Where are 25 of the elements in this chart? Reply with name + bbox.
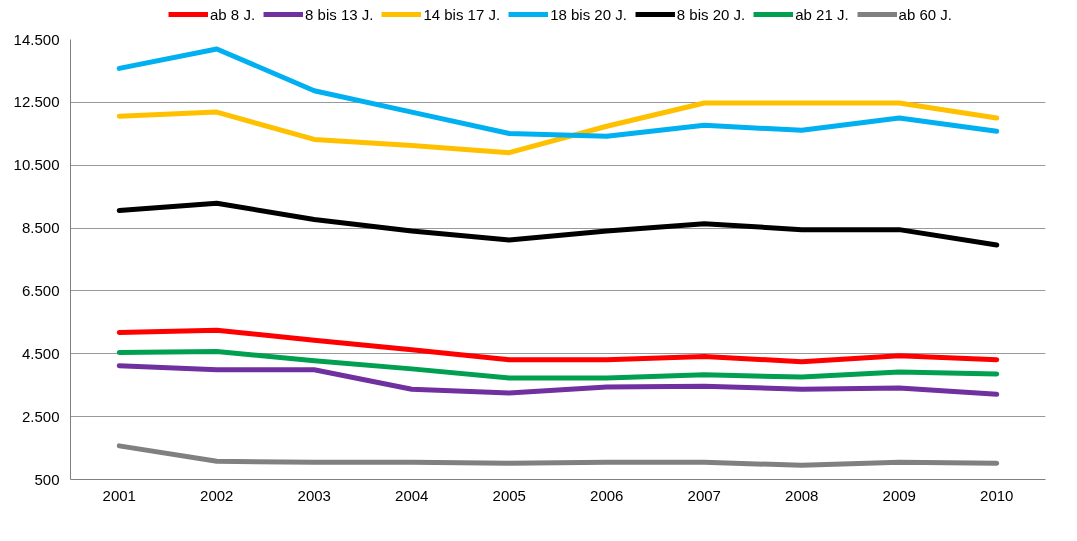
x-tick-label: 2001: [102, 486, 136, 504]
legend-label: ab 8 J.: [210, 5, 256, 23]
y-tick-label: 12.500: [13, 93, 60, 111]
legend-label: 14 bis 17 J.: [423, 5, 501, 23]
y-tick-label: 6.500: [21, 281, 60, 299]
x-tick-label: 2007: [687, 486, 721, 504]
legend-label: 8 bis 13 J.: [305, 5, 374, 23]
y-tick-label: 10.500: [13, 156, 60, 174]
y-tick-label: 8.500: [21, 219, 60, 237]
x-tick-label: 2004: [395, 486, 429, 504]
x-tick-label: 2006: [590, 486, 624, 504]
x-tick-label: 2003: [297, 486, 331, 504]
legend-label: 8 bis 20 J.: [676, 5, 746, 23]
x-tick-label: 2002: [200, 486, 234, 504]
y-tick-label: 14.500: [13, 30, 60, 48]
legend-label: 18 bis 20 J.: [550, 5, 627, 23]
x-tick-label: 2009: [882, 486, 916, 504]
legend-label: ab 21 J.: [795, 5, 849, 23]
x-tick-label: 2008: [785, 486, 819, 504]
y-tick-label: 4.500: [21, 344, 60, 362]
legend-label: ab 60 J.: [898, 5, 952, 23]
x-tick-label: 2005: [492, 486, 526, 504]
y-tick-label: 500: [34, 470, 60, 488]
x-tick-label: 2010: [980, 486, 1014, 504]
y-tick-label: 2.500: [21, 407, 60, 425]
